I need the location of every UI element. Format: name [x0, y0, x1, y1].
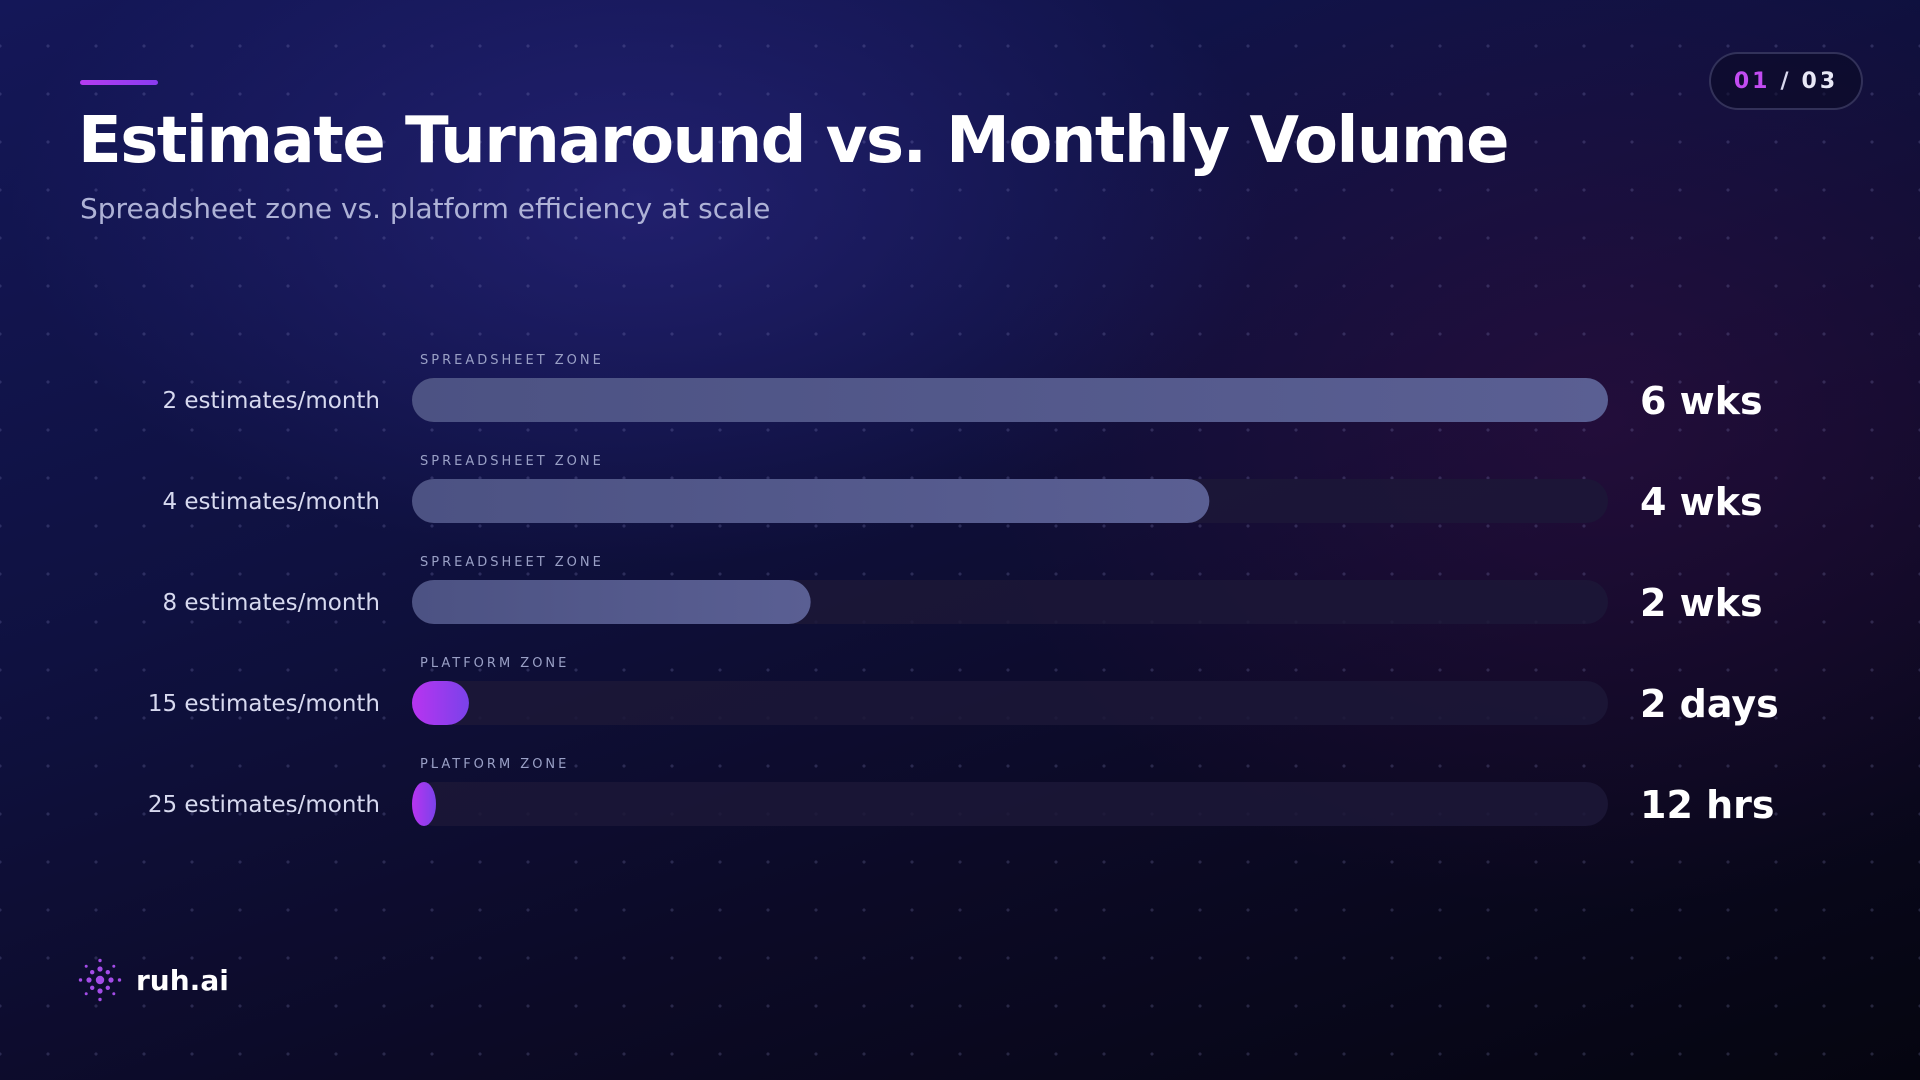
value-label: 6 wks [1640, 379, 1763, 423]
bar-track [412, 681, 1608, 725]
bar-track [412, 782, 1608, 826]
spreadsheet-bar [412, 580, 811, 624]
brand-name: ruh.ai [136, 963, 229, 997]
value-label: 2 days [1640, 682, 1779, 726]
brand-logo: ruh.ai [78, 958, 229, 1002]
title-accent-bar [80, 80, 158, 85]
spreadsheet-bar [412, 479, 1210, 523]
platform-bar [412, 681, 469, 725]
zone-label: SPREADSHEET ZONE [420, 454, 604, 469]
ruh-logo-icon [78, 958, 122, 1002]
spreadsheet-bar [412, 378, 1608, 422]
category-label: 4 estimates/month [162, 489, 380, 515]
slide-subtitle: Spreadsheet zone vs. platform efficiency… [80, 192, 771, 225]
category-label: 15 estimates/month [148, 691, 380, 717]
category-label: 25 estimates/month [148, 792, 380, 818]
slide-title: Estimate Turnaround vs. Monthly Volume [78, 104, 1510, 178]
category-label: 2 estimates/month [162, 388, 380, 414]
zone-label: PLATFORM ZONE [420, 656, 569, 671]
zone-label: SPREADSHEET ZONE [420, 353, 604, 368]
category-label: 8 estimates/month [162, 590, 380, 616]
zone-label: PLATFORM ZONE [420, 757, 569, 772]
page-separator: / [1780, 68, 1792, 94]
page-current: 01 [1733, 68, 1771, 94]
value-label: 2 wks [1640, 581, 1763, 625]
page-total: 03 [1801, 68, 1839, 94]
platform-bar [412, 782, 436, 826]
bar-rows: SPREADSHEET ZONE 2 estimates/month 6 wks SP… [148, 353, 1779, 827]
value-label: 12 hrs [1640, 783, 1775, 827]
value-label: 4 wks [1640, 480, 1763, 524]
zone-label: SPREADSHEET ZONE [420, 555, 604, 570]
page-indicator: 01 / 03 [1709, 52, 1863, 110]
